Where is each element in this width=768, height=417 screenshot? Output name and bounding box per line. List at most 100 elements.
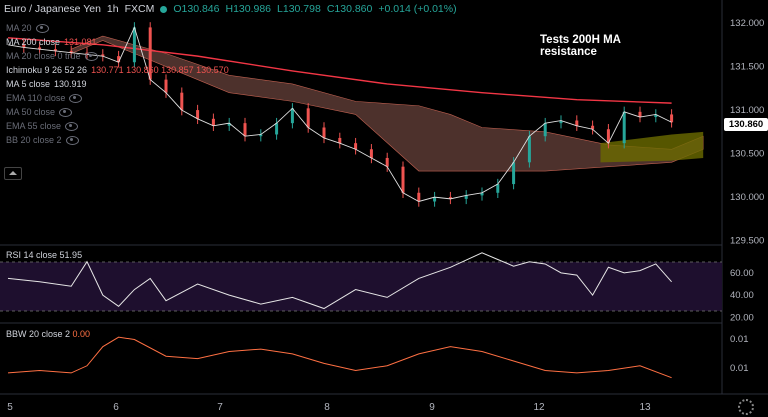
candle-body: [433, 197, 437, 202]
legend-row-ma20[interactable]: MA 20: [6, 21, 229, 35]
legend-row-ma200[interactable]: MA 200 close 131.081: [6, 37, 97, 47]
bbw-value: 0.00: [72, 329, 91, 339]
candle-body: [164, 79, 168, 93]
time-axis-tick: 9: [429, 402, 435, 413]
legend-row-bb[interactable]: BB 20 close 2: [6, 133, 229, 147]
rsi-label: RSI 14 close: [6, 250, 58, 260]
time-axis-tick: 6: [113, 402, 119, 413]
legend-row-ichimoku[interactable]: Ichimoku 9 26 52 26 130.771 130.860 130.8…: [6, 65, 229, 75]
bbw-axis-tick: 0.01: [730, 363, 749, 374]
time-axis-tick: 13: [639, 402, 651, 413]
settings-gear-icon[interactable]: [738, 399, 754, 415]
eye-icon[interactable]: [69, 93, 83, 103]
rsi-axis-tick: 40.00: [730, 290, 754, 301]
candle-body: [275, 123, 279, 135]
last-price-label: 130.860: [724, 118, 768, 131]
candle-body: [448, 197, 452, 199]
rsi-axis-tick: 60.00: [730, 268, 754, 279]
candle-body: [354, 143, 358, 150]
price-axis-tick: 130.000: [730, 192, 764, 203]
time-axis-tick: 5: [7, 402, 13, 413]
rsi-legend[interactable]: RSI 14 close 51.95: [6, 250, 82, 260]
candle-body: [512, 162, 516, 185]
collapse-legend-button[interactable]: [4, 167, 22, 180]
legend-row-ema55[interactable]: EMA 55 close: [6, 119, 229, 133]
ma5-line: [7, 26, 672, 202]
candle-body: [69, 50, 73, 53]
symbol-name[interactable]: Euro / Japanese Yen: [4, 3, 101, 15]
candle-body: [148, 27, 152, 80]
bbw-label: BBW 20 close 2: [6, 329, 71, 339]
candle-body: [622, 111, 626, 144]
open-value: O130.846: [173, 3, 220, 15]
market-status-icon: [160, 5, 168, 13]
candle-body: [496, 184, 500, 193]
candle-body: [654, 114, 658, 118]
legend-row-ma50[interactable]: MA 50 close: [6, 105, 229, 119]
ma200-line: [7, 37, 672, 104]
candle-body: [322, 127, 326, 138]
candle-body: [101, 54, 105, 57]
bbw-legend[interactable]: BBW 20 close 2 0.00: [6, 329, 90, 339]
eye-icon[interactable]: [59, 107, 73, 117]
candle-body: [385, 157, 389, 167]
eye-icon[interactable]: [35, 23, 49, 33]
price-axis-tick: 130.500: [730, 149, 764, 160]
rsi-line: [7, 252, 672, 310]
bbw-line: [7, 336, 672, 379]
candle-body: [53, 49, 57, 51]
bbw-axis-tick: 0.01: [730, 334, 749, 345]
candle-body: [480, 192, 484, 196]
candle-body: [338, 137, 342, 144]
candle-body: [22, 44, 26, 48]
candle-body: [180, 92, 184, 111]
eye-icon[interactable]: [65, 135, 79, 145]
candle-body: [306, 108, 310, 128]
interval[interactable]: 1h: [106, 3, 119, 15]
legend-row-ma5[interactable]: MA 5 close 130.919: [6, 79, 87, 89]
chart-header: Euro / Japanese Yen 1h FXCM O130.846 H13…: [4, 3, 457, 15]
chart-annotation[interactable]: Tests 200H MA resistance: [540, 34, 621, 58]
eye-icon[interactable]: [65, 121, 79, 131]
candle-body: [290, 108, 294, 124]
high-value: H130.986: [225, 3, 272, 15]
rsi-axis-tick: 20.00: [730, 312, 754, 323]
candle-body: [117, 56, 121, 63]
candle-body: [559, 120, 563, 124]
candle-body: [132, 27, 136, 63]
candle-body: [543, 123, 547, 137]
price-axis-tick: 131.000: [730, 105, 764, 116]
candle-body: [670, 114, 674, 123]
candle-body: [591, 125, 595, 130]
close-value: C130.860: [326, 3, 373, 15]
candle-body: [369, 149, 373, 158]
candle-body: [401, 166, 405, 193]
candle-body: [575, 120, 579, 126]
candle-body: [606, 129, 610, 144]
candle-body: [227, 123, 231, 126]
candle-body: [638, 111, 642, 118]
rsi-value: 51.95: [59, 250, 83, 260]
candle-body: [196, 110, 200, 119]
candle-body: [259, 134, 263, 137]
candle-body: [211, 118, 215, 126]
candle-body: [417, 192, 421, 202]
time-axis-tick: 8: [324, 402, 330, 413]
change-value: +0.014 (+0.01%): [378, 3, 457, 15]
rsi-band: [0, 262, 722, 311]
low-value: L130.798: [277, 3, 321, 15]
ichimoku-cloud-bullish: [600, 131, 704, 163]
time-axis-tick: 12: [533, 402, 545, 413]
exchange: FXCM: [124, 3, 155, 15]
time-axis-tick: 7: [217, 402, 223, 413]
legend-row-ma20-close[interactable]: MA 20 close 0 true: [6, 49, 229, 63]
candle-body: [38, 47, 42, 50]
price-axis-tick: 132.000: [730, 18, 764, 29]
candle-body: [464, 195, 468, 199]
legend-row-ema110[interactable]: EMA 110 close: [6, 91, 229, 105]
candle-body: [243, 123, 247, 137]
price-axis-tick: 131.500: [730, 62, 764, 73]
eye-icon[interactable]: [84, 51, 98, 61]
price-axis-tick: 129.500: [730, 236, 764, 247]
